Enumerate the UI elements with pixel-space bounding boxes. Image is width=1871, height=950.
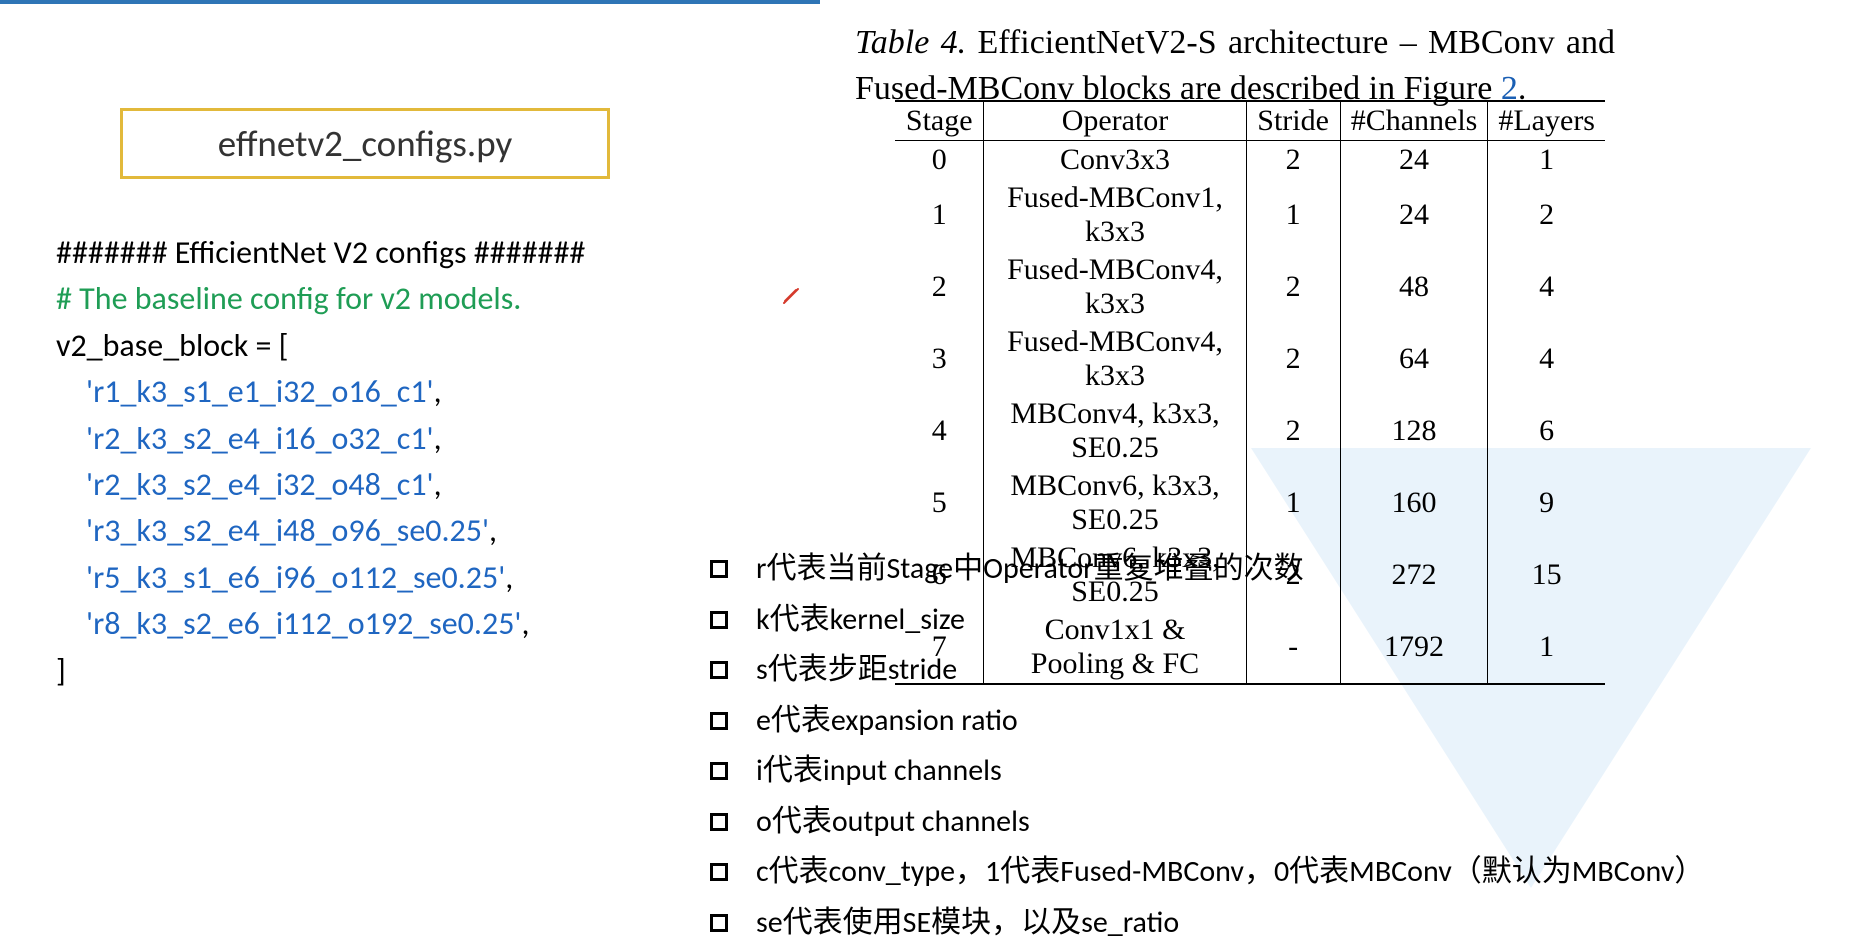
- bullet-row: r代表当前Stage中Operator重复堆叠的次数: [710, 546, 1704, 593]
- table-cell: Fused-MBConv4, k3x3: [984, 323, 1246, 395]
- table-cell: 3: [895, 323, 984, 395]
- code-line-string: 'r3_k3_s2_e4_i48_o96_se0.25',: [56, 508, 585, 554]
- code-line-string: 'r2_k3_s2_e4_i16_o32_c1',: [56, 416, 585, 462]
- table-cell: 2: [1246, 395, 1340, 467]
- table-cell: 48: [1340, 251, 1488, 323]
- table-row: 2Fused-MBConv4, k3x32484: [895, 251, 1605, 323]
- code-line-open: v2_base_block = [: [56, 323, 585, 369]
- bullet-text: s代表步距stride: [756, 647, 957, 694]
- table-cell: 64: [1340, 323, 1488, 395]
- bullet-marker-icon: [710, 661, 728, 679]
- bullet-text: c代表conv_type，1代表Fused-MBConv，0代表MBConv（默…: [756, 849, 1704, 896]
- bullet-row: se代表使用SE模块，以及se_ratio: [710, 900, 1704, 947]
- table-caption: Table 4. EfficientNetV2-S architecture –…: [855, 20, 1615, 112]
- bullet-marker-icon: [710, 560, 728, 578]
- code-comma: ,: [434, 419, 442, 458]
- bullet-row: c代表conv_type，1代表Fused-MBConv，0代表MBConv（默…: [710, 849, 1704, 896]
- code-comma: ,: [505, 558, 513, 597]
- table-cell: 4: [1488, 323, 1605, 395]
- table-cell: MBConv6, k3x3, SE0.25: [984, 467, 1246, 539]
- code-comma: ,: [489, 511, 497, 550]
- bullet-text: k代表kernel_size: [756, 597, 965, 644]
- table-cell: 4: [1488, 251, 1605, 323]
- table-cell: 2: [1488, 179, 1605, 251]
- bullet-row: e代表expansion ratio: [710, 698, 1704, 745]
- table-header-cell: Stage: [895, 101, 984, 141]
- bullet-row: o代表output channels: [710, 799, 1704, 846]
- table-cell: 160: [1340, 467, 1488, 539]
- table-cell: MBConv4, k3x3, SE0.25: [984, 395, 1246, 467]
- bullet-marker-icon: [710, 863, 728, 881]
- table-cell: 24: [1340, 179, 1488, 251]
- table-cell: Fused-MBConv4, k3x3: [984, 251, 1246, 323]
- table-cell: 9: [1488, 467, 1605, 539]
- table-row: 4MBConv4, k3x3, SE0.2521286: [895, 395, 1605, 467]
- code-string-literal: 'r1_k3_s1_e1_i32_o16_c1': [86, 372, 434, 411]
- table-cell: 4: [895, 395, 984, 467]
- table-cell: 1: [1246, 179, 1340, 251]
- table-cell: Fused-MBConv1, k3x3: [984, 179, 1246, 251]
- code-string-literal: 'r3_k3_s2_e4_i48_o96_se0.25': [86, 511, 489, 550]
- table-cell: 128: [1340, 395, 1488, 467]
- code-string-literal: 'r8_k3_s2_e6_i112_o192_se0.25': [86, 604, 521, 643]
- table-row: 0Conv3x32241: [895, 141, 1605, 180]
- table-cell: 24: [1340, 141, 1488, 180]
- bullet-text: se代表使用SE模块，以及se_ratio: [756, 900, 1179, 947]
- table-cell: 6: [1488, 395, 1605, 467]
- table-header-cell: Stride: [1246, 101, 1340, 141]
- code-line-comment: # The baseline config for v2 models.: [56, 276, 585, 322]
- code-line-close: ]: [56, 648, 585, 694]
- code-comma: ,: [434, 372, 442, 411]
- code-comma: ,: [434, 465, 442, 504]
- bullet-marker-icon: [710, 813, 728, 831]
- code-line-string: 'r5_k3_s1_e6_i96_o112_se0.25',: [56, 555, 585, 601]
- table-cell: 1: [1488, 141, 1605, 180]
- table-header-cell: #Channels: [1340, 101, 1488, 141]
- filename-text: effnetv2_configs.py: [218, 121, 513, 166]
- code-line-header: ####### EfficientNet V2 configs #######: [56, 230, 585, 276]
- code-block: ####### EfficientNet V2 configs ####### …: [56, 230, 585, 694]
- bullet-marker-icon: [710, 712, 728, 730]
- bullet-row: s代表步距stride: [710, 647, 1704, 694]
- annotation-mark-icon: [782, 285, 802, 305]
- bullet-text: o代表output channels: [756, 799, 1030, 846]
- table-cell: 1: [1246, 467, 1340, 539]
- top-accent-line: [0, 0, 820, 4]
- bullet-text: e代表expansion ratio: [756, 698, 1018, 745]
- table-row: 1Fused-MBConv1, k3x31242: [895, 179, 1605, 251]
- code-line-string: 'r1_k3_s1_e1_i32_o16_c1',: [56, 369, 585, 415]
- bullet-row: i代表input channels: [710, 748, 1704, 795]
- table-header-cell: Operator: [984, 101, 1246, 141]
- table-cell: 5: [895, 467, 984, 539]
- code-string-literal: 'r2_k3_s2_e4_i16_o32_c1': [86, 419, 434, 458]
- table-header-cell: #Layers: [1488, 101, 1605, 141]
- table-cell: 2: [1246, 251, 1340, 323]
- table-cell: 0: [895, 141, 984, 180]
- filename-box: effnetv2_configs.py: [120, 108, 610, 179]
- caption-prefix: Table 4.: [855, 24, 966, 61]
- code-string-literal: 'r2_k3_s2_e4_i32_o48_c1': [86, 465, 434, 504]
- table-cell: 2: [1246, 323, 1340, 395]
- table-cell: Conv3x3: [984, 141, 1246, 180]
- code-line-string: 'r2_k3_s2_e4_i32_o48_c1',: [56, 462, 585, 508]
- bullet-row: k代表kernel_size: [710, 597, 1704, 644]
- bullet-marker-icon: [710, 762, 728, 780]
- table-row: 3Fused-MBConv4, k3x32644: [895, 323, 1605, 395]
- code-line-string: 'r8_k3_s2_e6_i112_o192_se0.25',: [56, 601, 585, 647]
- bullet-marker-icon: [710, 914, 728, 932]
- code-comma: ,: [521, 604, 529, 643]
- bullet-text: i代表input channels: [756, 748, 1002, 795]
- bullet-text: r代表当前Stage中Operator重复堆叠的次数: [756, 546, 1304, 593]
- table-row: 5MBConv6, k3x3, SE0.2511609: [895, 467, 1605, 539]
- legend-bullets: r代表当前Stage中Operator重复堆叠的次数k代表kernel_size…: [710, 546, 1704, 950]
- table-cell: 2: [895, 251, 984, 323]
- table-cell: 1: [895, 179, 984, 251]
- bullet-marker-icon: [710, 611, 728, 629]
- code-string-literal: 'r5_k3_s1_e6_i96_o112_se0.25': [86, 558, 505, 597]
- table-cell: 2: [1246, 141, 1340, 180]
